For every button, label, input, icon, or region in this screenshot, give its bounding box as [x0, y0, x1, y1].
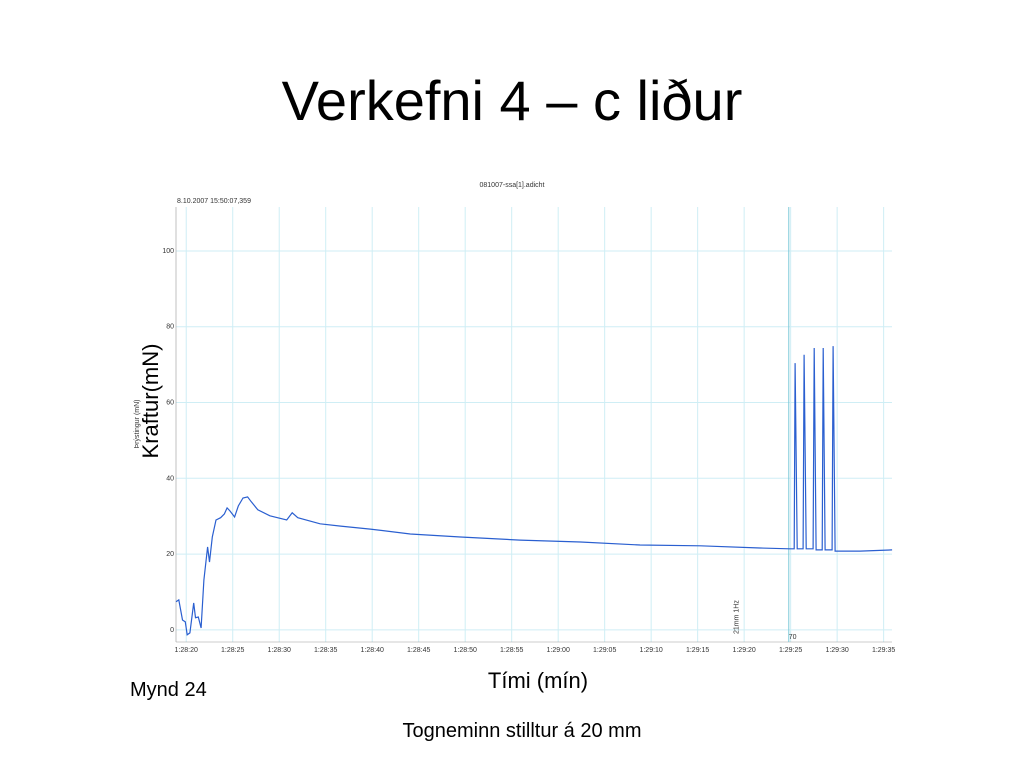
y-tick-label: 0 — [170, 627, 174, 634]
x-tick-label: 1:28:40 — [361, 647, 384, 654]
data-line — [175, 346, 893, 636]
x-tick-label: 1:29:25 — [779, 647, 802, 654]
x-tick-label: 1:28:25 — [221, 647, 244, 654]
note: Togneminn stilltur á 20 mm — [403, 720, 642, 742]
chart-title: 081007-ssa[1].adicht — [480, 182, 545, 189]
x-tick-label: 1:28:35 — [314, 647, 337, 654]
x-tick-label: 1:29:15 — [686, 647, 709, 654]
y-tick-label: 100 — [162, 248, 174, 255]
cursor-label: 70 — [789, 634, 797, 641]
x-tick-label: 1:29:05 — [593, 647, 616, 654]
x-caption: Tími (mín) — [488, 668, 588, 693]
annotation: 21mm 1Hz — [734, 600, 741, 634]
x-tick-label: 1:28:55 — [500, 647, 523, 654]
figure-label: Mynd 24 — [130, 679, 207, 701]
slide-title: Verkefni 4 – c liður — [282, 69, 743, 132]
y-axis-label: Þrýstingur (mN) — [134, 399, 141, 448]
x-tick-label: 1:28:30 — [268, 647, 291, 654]
y-tick-label: 60 — [166, 400, 174, 407]
plot: 0 20 40 60 80 100 1:28:20 1:28:25 1:28:30 1:28:35… — [162, 207, 895, 654]
y-tick-label: 80 — [166, 324, 174, 331]
x-tick-label: 1:29:20 — [732, 647, 755, 654]
y-tick-label: 20 — [166, 551, 174, 558]
x-tick-label: 1:28:20 — [175, 647, 198, 654]
x-tick-label: 1:29:30 — [825, 647, 848, 654]
chart-subtitle: 8.10.2007 15:50:07,359 — [177, 198, 251, 205]
x-tick-label: 1:29:35 — [872, 647, 895, 654]
x-tick-label: 1:29:00 — [546, 647, 569, 654]
y-caption: Kraftur(mN) — [138, 344, 163, 459]
x-tick-label: 1:28:50 — [454, 647, 477, 654]
y-tick-label: 40 — [166, 475, 174, 482]
x-tick-label: 1:29:10 — [639, 647, 662, 654]
x-tick-label: 1:28:45 — [407, 647, 430, 654]
